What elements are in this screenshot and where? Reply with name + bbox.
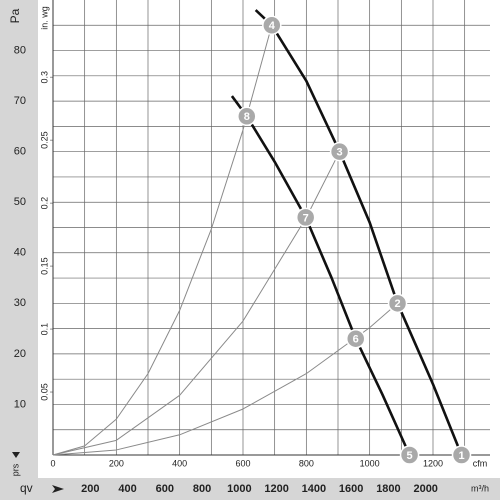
x-tick-label: 400: [172, 458, 187, 468]
x2-tick-label: 600: [156, 483, 174, 495]
point-marker: [451, 445, 472, 465]
point-label: 7: [303, 212, 309, 224]
y-marker: prs: [10, 463, 20, 476]
point-marker: [262, 15, 282, 36]
plot-background: [38, 0, 500, 478]
point-label: 6: [353, 334, 359, 346]
y2-tick-label: 0.25: [39, 131, 49, 149]
point-label: 4: [269, 20, 276, 32]
x2-unit: m³/h: [471, 483, 489, 493]
x2-tick-label: 400: [118, 483, 136, 495]
curve: [254, 9, 463, 456]
curve: [52, 25, 273, 456]
point-marker: [399, 445, 420, 465]
y-tick-label: 50: [14, 196, 26, 208]
y2-axis-label: in. wg: [39, 6, 49, 30]
x-unit: cfm: [473, 458, 488, 468]
y2-tick-label: 0.3: [39, 71, 49, 84]
x-tick-label: 600: [235, 458, 250, 468]
point-label: 1: [458, 450, 464, 462]
y2-tick-label: 0.15: [39, 257, 49, 275]
point-marker: [329, 141, 350, 162]
arrow: [12, 452, 20, 458]
y2-tick-label: 0.2: [39, 197, 49, 210]
x-tick-label: 1000: [360, 458, 380, 468]
arrow: [52, 485, 64, 493]
curve: [52, 302, 398, 456]
y-tick-label: 70: [14, 95, 26, 107]
x2-tick-label: 2000: [413, 483, 437, 495]
y-tick-label: 20: [14, 348, 26, 360]
y-tick-label: 80: [14, 44, 26, 56]
x-tick-label: 1200: [423, 458, 443, 468]
x2-tick-label: 1000: [227, 483, 251, 495]
point-label: 3: [337, 147, 343, 159]
x2-tick-label: 1800: [376, 483, 400, 495]
point-marker: [295, 207, 316, 228]
x2-tick-label: 1400: [302, 483, 326, 495]
x2-tick-label: 800: [193, 483, 211, 495]
y2-tick-label: 0.05: [39, 383, 49, 401]
y2-tick-label: 0.1: [39, 323, 49, 336]
y-tick-label: 10: [14, 398, 26, 410]
x-tick-label: 800: [299, 458, 314, 468]
point-marker: [387, 293, 408, 314]
x-tick-label: 0: [50, 458, 55, 468]
x2-tick-label: 200: [81, 483, 99, 495]
y-tick-label: 40: [14, 247, 26, 259]
y-tick-label: 60: [14, 146, 26, 158]
x2-tick-label: 1600: [339, 483, 363, 495]
y-axis-label: Pa: [8, 8, 22, 23]
x-tick-label: 200: [109, 458, 124, 468]
x-marker: qv: [20, 481, 33, 495]
point-marker: [237, 106, 257, 127]
point-label: 8: [244, 111, 250, 123]
point-label: 2: [394, 298, 400, 310]
point-marker: [345, 328, 366, 349]
x2-tick-label: 1200: [264, 483, 288, 495]
point-label: 5: [407, 450, 413, 462]
curve: [52, 151, 341, 456]
y-tick-label: 30: [14, 297, 26, 309]
